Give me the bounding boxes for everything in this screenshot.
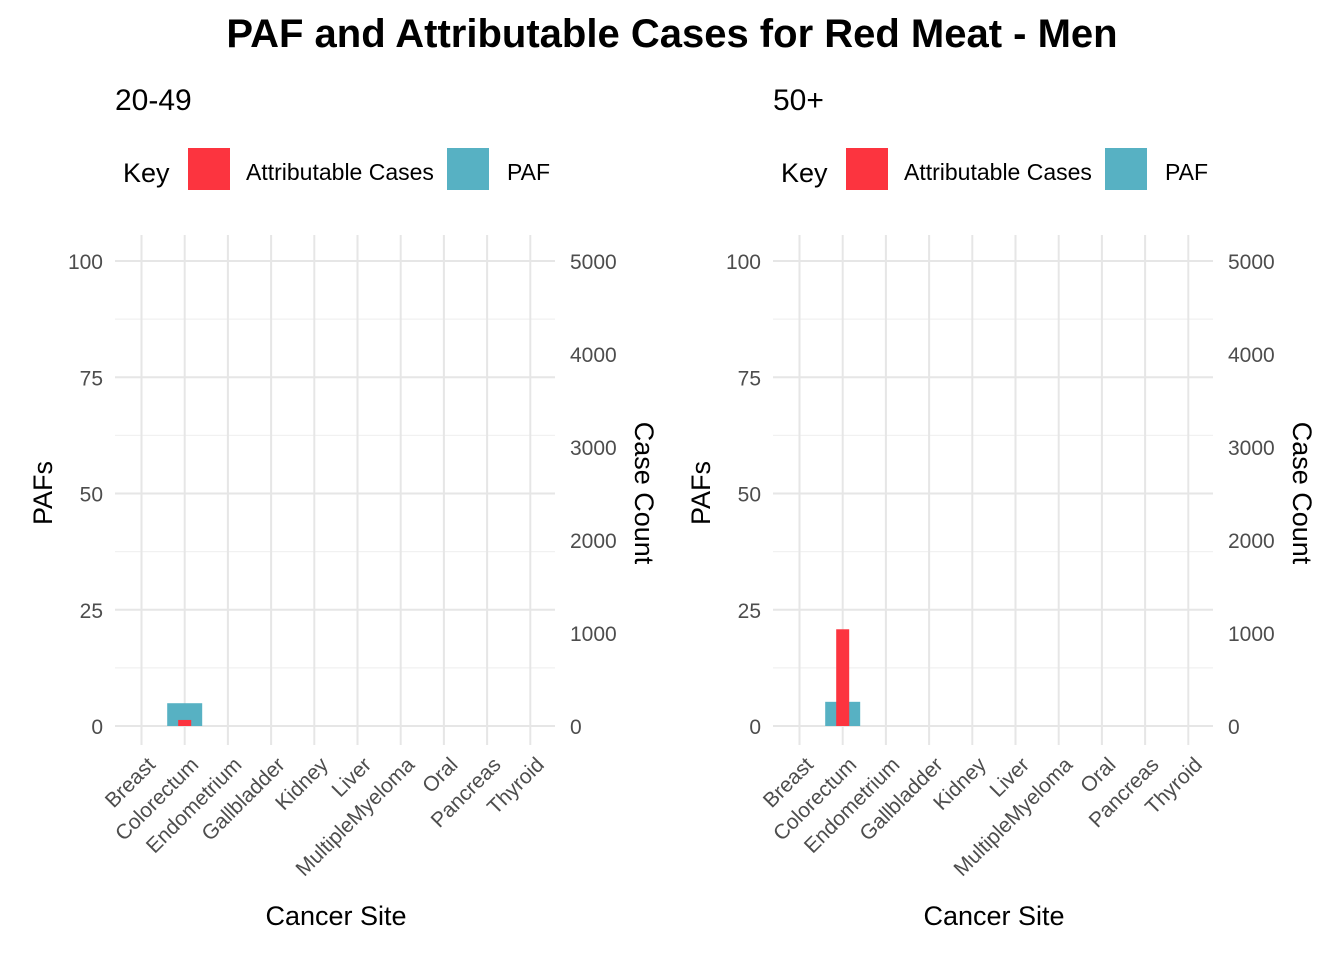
legend: Key Attributable Cases PAF — [123, 148, 550, 190]
legend-label: PAF — [1165, 159, 1208, 185]
legend-swatch — [447, 148, 489, 190]
bars — [825, 629, 861, 726]
y2-tick-label: 1000 — [570, 623, 617, 646]
legend-swatch — [846, 148, 888, 190]
legend-swatch — [1105, 148, 1147, 190]
chart-title: PAF and Attributable Cases for Red Meat … — [226, 12, 1117, 56]
panel-50-plus: 50+Key Attributable Cases PAF0255075100010… — [686, 84, 1317, 931]
bar-attributable-cases — [178, 719, 192, 726]
x-axis-title: Cancer Site — [265, 901, 406, 931]
y2-tick-label: 0 — [570, 716, 582, 739]
y2-axis-title: Case Count — [1287, 422, 1317, 565]
y-tick-label: 50 — [80, 484, 103, 507]
y-axis-title: PAFs — [686, 461, 716, 525]
legend-label: Attributable Cases — [246, 159, 434, 185]
y2-tick-label: 5000 — [570, 251, 617, 274]
bar-attributable-cases — [836, 629, 850, 726]
y2-axis-title: Case Count — [629, 422, 659, 565]
panel-title: 20-49 — [115, 84, 192, 117]
bars — [167, 703, 203, 726]
legend-swatch — [188, 148, 230, 190]
y2-tick-label: 4000 — [570, 344, 617, 367]
y-tick-label: 25 — [738, 600, 761, 623]
y2-tick-label: 4000 — [1228, 344, 1275, 367]
y-tick-label: 100 — [68, 251, 103, 274]
y-tick-label: 75 — [80, 367, 103, 390]
legend-label: PAF — [507, 159, 550, 185]
y2-tick-label: 0 — [1228, 716, 1240, 739]
legend: Key Attributable Cases PAF — [781, 148, 1208, 190]
y2-tick-label: 2000 — [570, 530, 617, 553]
y2-tick-label: 3000 — [1228, 437, 1275, 460]
y-tick-label: 0 — [749, 716, 761, 739]
y-tick-label: 25 — [80, 600, 103, 623]
y-axis-title: PAFs — [28, 461, 58, 525]
y2-tick-label: 3000 — [570, 437, 617, 460]
y2-tick-label: 1000 — [1228, 623, 1275, 646]
legend-label: Attributable Cases — [904, 159, 1092, 185]
x-axis-title: Cancer Site — [923, 901, 1064, 931]
panel-title: 50+ — [773, 84, 824, 117]
legend-title: Key — [123, 158, 170, 188]
y-tick-label: 0 — [91, 716, 103, 739]
y2-tick-label: 2000 — [1228, 530, 1275, 553]
legend-title: Key — [781, 158, 828, 188]
gridlines — [773, 235, 1213, 745]
y2-tick-label: 5000 — [1228, 251, 1275, 274]
gridlines — [115, 235, 555, 745]
y-tick-label: 100 — [726, 251, 761, 274]
bar-paf — [167, 703, 203, 726]
y-tick-label: 75 — [738, 367, 761, 390]
y-tick-label: 50 — [738, 484, 761, 507]
